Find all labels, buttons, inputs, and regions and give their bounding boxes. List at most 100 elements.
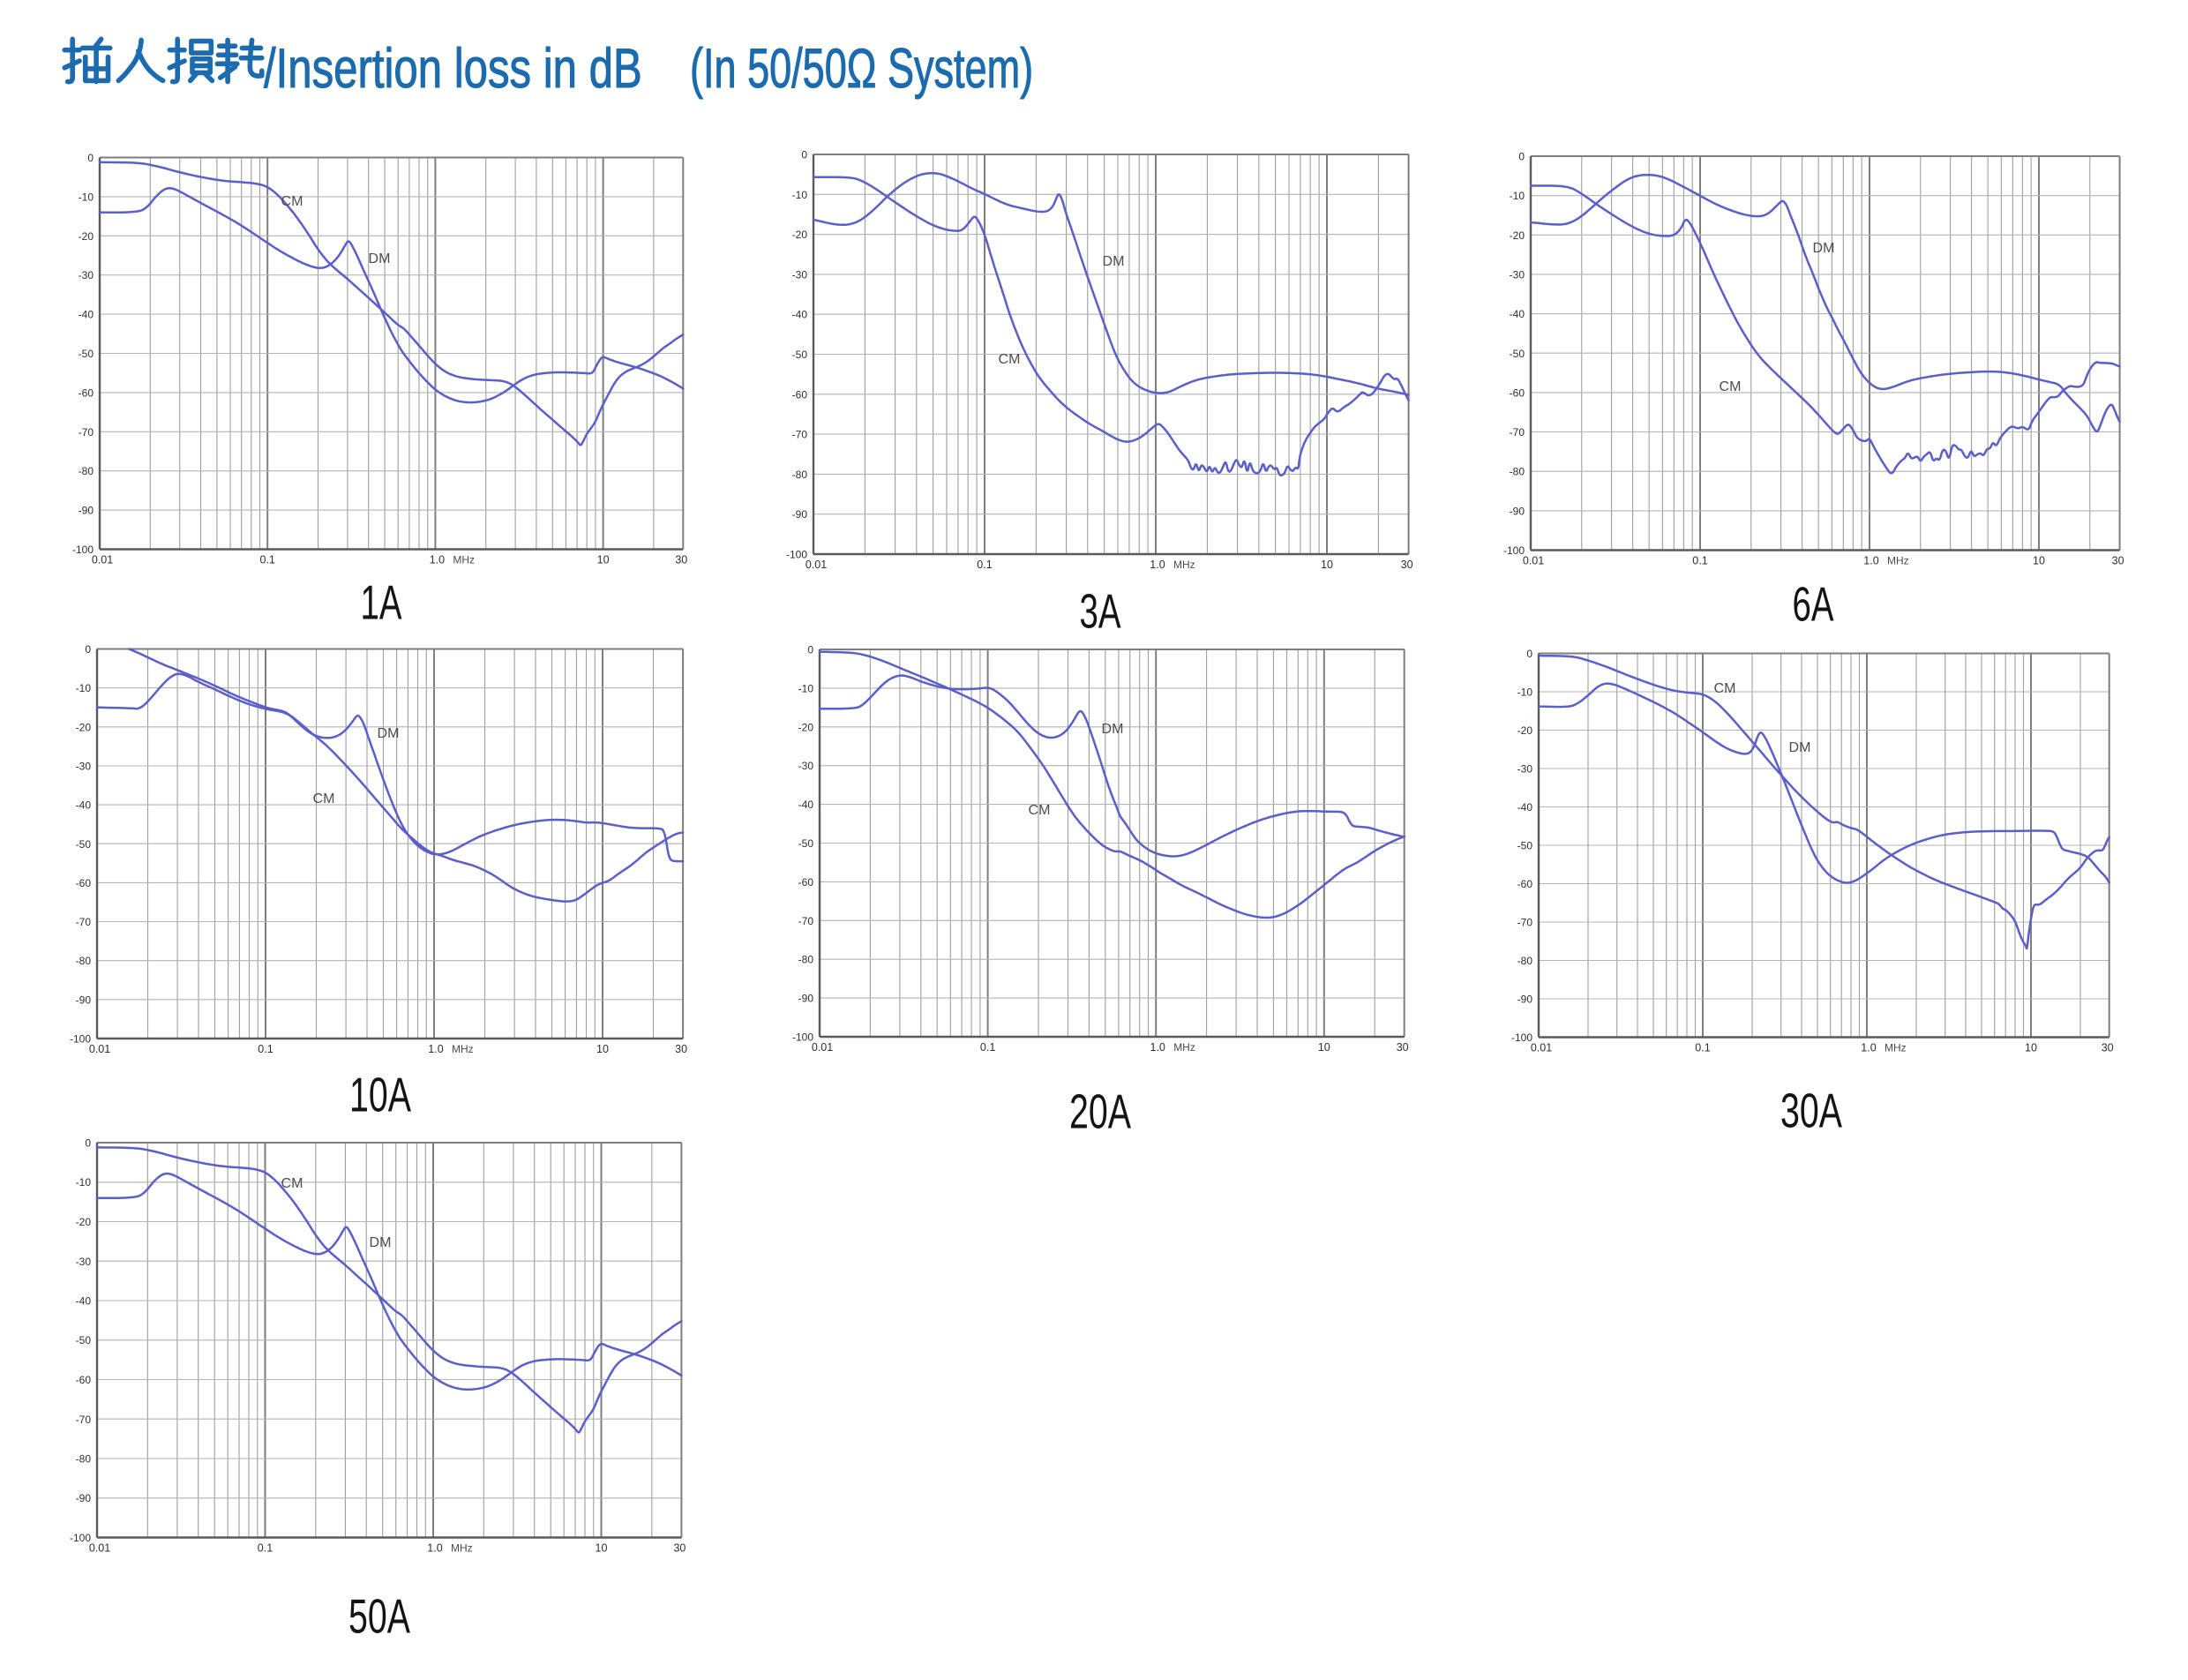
svg-text:-30: -30: [76, 761, 92, 773]
svg-text:-30: -30: [792, 268, 808, 281]
svg-text:10: 10: [1321, 559, 1333, 571]
svg-text:0.01: 0.01: [89, 1043, 110, 1055]
svg-text:DM: DM: [370, 1235, 392, 1250]
svg-text:-40: -40: [792, 309, 808, 321]
svg-text:30: 30: [675, 1043, 687, 1055]
svg-text:10: 10: [597, 554, 610, 566]
svg-text:-70: -70: [79, 426, 94, 439]
svg-text:0: 0: [87, 152, 94, 164]
svg-text:1.0: 1.0: [1863, 555, 1878, 567]
svg-text:-100: -100: [1511, 1031, 1532, 1044]
svg-text:CM: CM: [281, 1176, 303, 1191]
svg-text:-80: -80: [792, 469, 808, 481]
svg-text:0: 0: [1518, 151, 1525, 163]
svg-text:0.1: 0.1: [980, 1041, 995, 1054]
svg-text:0: 0: [807, 644, 813, 656]
svg-text:-20: -20: [76, 1216, 92, 1228]
svg-text:-20: -20: [1510, 229, 1525, 242]
svg-text:6A: 6A: [1793, 577, 1834, 632]
svg-text:-90: -90: [76, 994, 92, 1006]
svg-text:1.0: 1.0: [1150, 1041, 1165, 1054]
svg-text:-80: -80: [1510, 466, 1525, 478]
svg-text:-100: -100: [70, 1532, 91, 1544]
svg-text:0: 0: [801, 149, 807, 161]
svg-text:-50: -50: [1510, 348, 1525, 360]
svg-text:1.0: 1.0: [1861, 1042, 1876, 1054]
svg-text:-50: -50: [76, 838, 92, 851]
svg-text:-10: -10: [792, 189, 808, 201]
svg-text:-100: -100: [1503, 544, 1525, 557]
svg-text:-100: -100: [792, 1031, 813, 1044]
svg-text:DM: DM: [1102, 722, 1124, 737]
svg-text:-70: -70: [1517, 917, 1533, 929]
svg-text:-100: -100: [72, 544, 94, 556]
svg-text:-20: -20: [792, 229, 808, 241]
svg-text:CM: CM: [1029, 803, 1051, 818]
svg-text:CM: CM: [281, 194, 303, 209]
svg-text:-50: -50: [798, 837, 814, 850]
svg-text:0.01: 0.01: [92, 554, 113, 566]
svg-text:-20: -20: [798, 721, 814, 733]
svg-text:DM: DM: [1813, 241, 1835, 256]
svg-text:30: 30: [2112, 555, 2124, 567]
svg-text:50A: 50A: [348, 1589, 410, 1644]
svg-text:MHz: MHz: [452, 1043, 474, 1055]
svg-text:10A: 10A: [349, 1068, 411, 1122]
svg-text:3A: 3A: [1080, 584, 1121, 639]
svg-text:-10: -10: [79, 191, 94, 203]
svg-text:-10: -10: [798, 682, 814, 694]
svg-text:-30: -30: [1517, 763, 1533, 776]
svg-text:30A: 30A: [1780, 1084, 1842, 1138]
svg-text:-80: -80: [76, 955, 92, 967]
svg-text:-30: -30: [79, 269, 94, 281]
svg-text:-40: -40: [76, 799, 92, 812]
svg-text:-20: -20: [79, 230, 94, 243]
svg-text:-60: -60: [76, 1374, 92, 1386]
svg-text:-50: -50: [1517, 840, 1533, 852]
svg-text:0.1: 0.1: [1695, 1042, 1710, 1054]
svg-text:-60: -60: [792, 388, 808, 401]
svg-text:-90: -90: [76, 1492, 92, 1504]
svg-text:CM: CM: [999, 352, 1021, 367]
svg-text:1.0: 1.0: [430, 554, 445, 566]
svg-text:0.1: 0.1: [260, 554, 275, 566]
svg-text:0.01: 0.01: [806, 559, 827, 571]
svg-text:20A: 20A: [1069, 1084, 1131, 1139]
svg-text:-70: -70: [1510, 426, 1525, 439]
svg-text:-90: -90: [798, 993, 814, 1005]
svg-text:0: 0: [1526, 648, 1532, 660]
svg-text:30: 30: [1397, 1041, 1409, 1054]
svg-text:10: 10: [596, 1043, 609, 1055]
svg-text:-70: -70: [792, 429, 808, 441]
svg-text:0.01: 0.01: [89, 1542, 110, 1555]
svg-text:-70: -70: [798, 915, 814, 927]
svg-text:-30: -30: [798, 760, 814, 772]
svg-text:10: 10: [1318, 1041, 1330, 1054]
svg-text:MHz: MHz: [1173, 1041, 1195, 1054]
svg-text:/Insertion loss in dB: /Insertion loss in dB: [264, 37, 642, 99]
svg-text:-90: -90: [1517, 994, 1533, 1006]
svg-text:0.01: 0.01: [1523, 555, 1544, 567]
svg-text:0.1: 0.1: [258, 1542, 273, 1555]
svg-text:-40: -40: [79, 309, 94, 321]
svg-text:-30: -30: [1510, 268, 1525, 281]
svg-text:CM: CM: [1720, 379, 1742, 394]
svg-text:-90: -90: [79, 505, 94, 517]
svg-text:-40: -40: [798, 799, 814, 811]
svg-text:10: 10: [2033, 555, 2045, 567]
svg-text:-10: -10: [1517, 686, 1533, 699]
svg-text:-30: -30: [76, 1256, 92, 1268]
svg-text:-40: -40: [1517, 801, 1533, 814]
svg-text:0.1: 0.1: [1692, 555, 1707, 567]
svg-text:-60: -60: [79, 386, 94, 399]
svg-text:MHz: MHz: [1173, 559, 1195, 571]
svg-text:DM: DM: [378, 726, 400, 741]
svg-text:-100: -100: [70, 1033, 91, 1046]
svg-text:0.1: 0.1: [977, 559, 992, 571]
svg-text:-20: -20: [1517, 724, 1533, 737]
svg-text:CM: CM: [1714, 681, 1736, 696]
svg-text:-50: -50: [76, 1334, 92, 1346]
svg-text:DM: DM: [1103, 254, 1125, 269]
svg-text:-10: -10: [1510, 190, 1525, 202]
svg-text:30: 30: [2102, 1042, 2114, 1054]
